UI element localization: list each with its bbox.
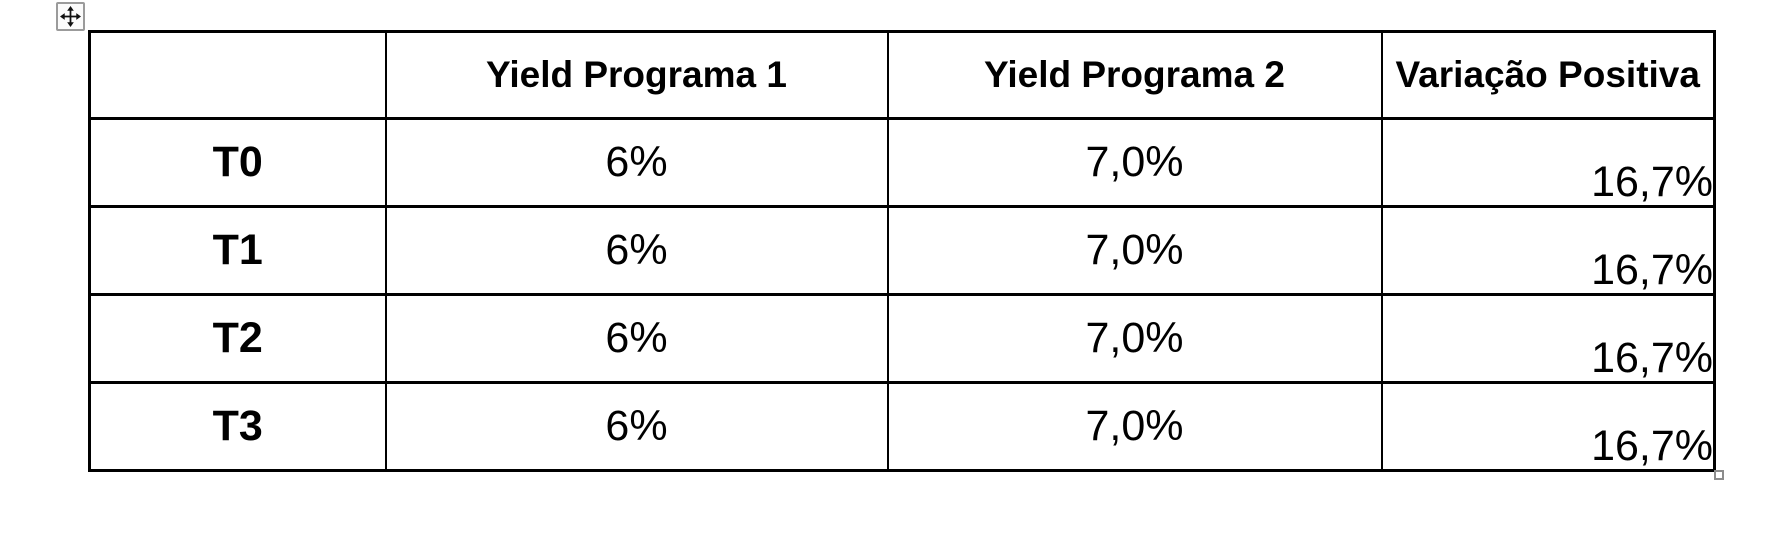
variation-cell[interactable]: 16,7% [1380, 381, 1716, 472]
table-row-t0: T0 6% 7,0% 16,7% [88, 117, 1716, 208]
yield2-cell[interactable]: 7,0% [886, 381, 1383, 472]
row-label: T0 [212, 138, 263, 186]
yield2-value: 7,0% [1085, 138, 1184, 186]
row-label-cell[interactable]: T1 [88, 205, 387, 296]
variation-value: 16,7% [1591, 421, 1713, 470]
row-label-cell[interactable]: T0 [88, 117, 387, 208]
header-label: Yield Programa 2 [984, 54, 1285, 95]
header-label: Yield Programa 1 [486, 54, 787, 95]
header-cell-yield-programa-2[interactable]: Yield Programa 2 [886, 30, 1383, 120]
yield1-value: 6% [605, 314, 668, 362]
variation-value: 16,7% [1591, 157, 1713, 206]
variation-cell[interactable]: 16,7% [1380, 293, 1716, 384]
row-label: T2 [212, 314, 263, 362]
data-table: Yield Programa 1 Yield Programa 2 Variaç… [88, 30, 1716, 472]
table-move-handle-button[interactable] [56, 2, 85, 31]
header-cell-blank[interactable] [88, 30, 387, 120]
yield1-value: 6% [605, 226, 668, 274]
yield1-value: 6% [605, 402, 668, 450]
yield1-cell[interactable]: 6% [384, 381, 889, 472]
table-row-t2: T2 6% 7,0% 16,7% [88, 293, 1716, 384]
row-label: T1 [212, 226, 263, 274]
table-resize-handle[interactable] [1714, 470, 1724, 480]
yield2-cell[interactable]: 7,0% [886, 117, 1383, 208]
yield1-cell[interactable]: 6% [384, 293, 889, 384]
header-label: Variação Positiva [1395, 54, 1700, 95]
row-label-cell[interactable]: T3 [88, 381, 387, 472]
yield1-value: 6% [605, 138, 668, 186]
row-label: T3 [212, 402, 263, 450]
move-icon [60, 6, 81, 27]
yield1-cell[interactable]: 6% [384, 205, 889, 296]
yield2-cell[interactable]: 7,0% [886, 293, 1383, 384]
variation-value: 16,7% [1591, 245, 1713, 294]
table-row-t1: T1 6% 7,0% 16,7% [88, 205, 1716, 296]
header-cell-yield-programa-1[interactable]: Yield Programa 1 [384, 30, 889, 120]
yield1-cell[interactable]: 6% [384, 117, 889, 208]
yield2-value: 7,0% [1085, 402, 1184, 450]
row-label-cell[interactable]: T2 [88, 293, 387, 384]
variation-cell[interactable]: 16,7% [1380, 205, 1716, 296]
table-row-t3: T3 6% 7,0% 16,7% [88, 381, 1716, 472]
variation-cell[interactable]: 16,7% [1380, 117, 1716, 208]
yield2-value: 7,0% [1085, 314, 1184, 362]
header-cell-variacao-positiva[interactable]: Variação Positiva [1380, 30, 1716, 120]
variation-value: 16,7% [1591, 333, 1713, 382]
yield2-value: 7,0% [1085, 226, 1184, 274]
yield2-cell[interactable]: 7,0% [886, 205, 1383, 296]
header-row: Yield Programa 1 Yield Programa 2 Variaç… [88, 30, 1716, 120]
